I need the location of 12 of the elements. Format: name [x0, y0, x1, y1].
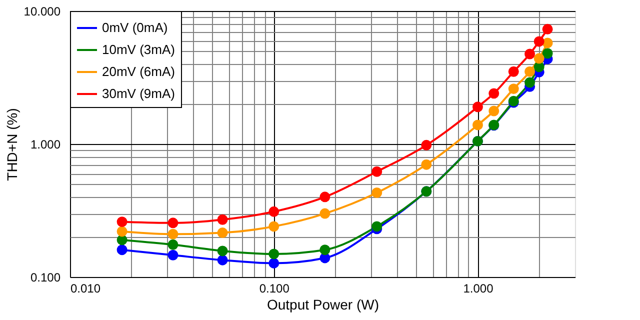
legend-label: 30mV (9mA) — [102, 86, 175, 101]
y-tick-label: 10.000 — [24, 4, 61, 18]
legend-label: 20mV (6mA) — [102, 64, 175, 79]
x-tick-label: 1.000 — [463, 282, 494, 296]
x-axis-title: Output Power (W) — [266, 296, 380, 312]
y-tick-label: 0.100 — [30, 270, 61, 284]
y-axis-title: THD+N (%) — [4, 108, 20, 181]
legend-label: 10mV (3mA) — [102, 42, 175, 57]
legend-label: 0mV (0mA) — [102, 20, 168, 35]
x-tick-label: 0.010 — [70, 282, 101, 296]
y-tick-label: 1.000 — [30, 138, 61, 152]
x-tick-label: 0.100 — [259, 282, 290, 296]
